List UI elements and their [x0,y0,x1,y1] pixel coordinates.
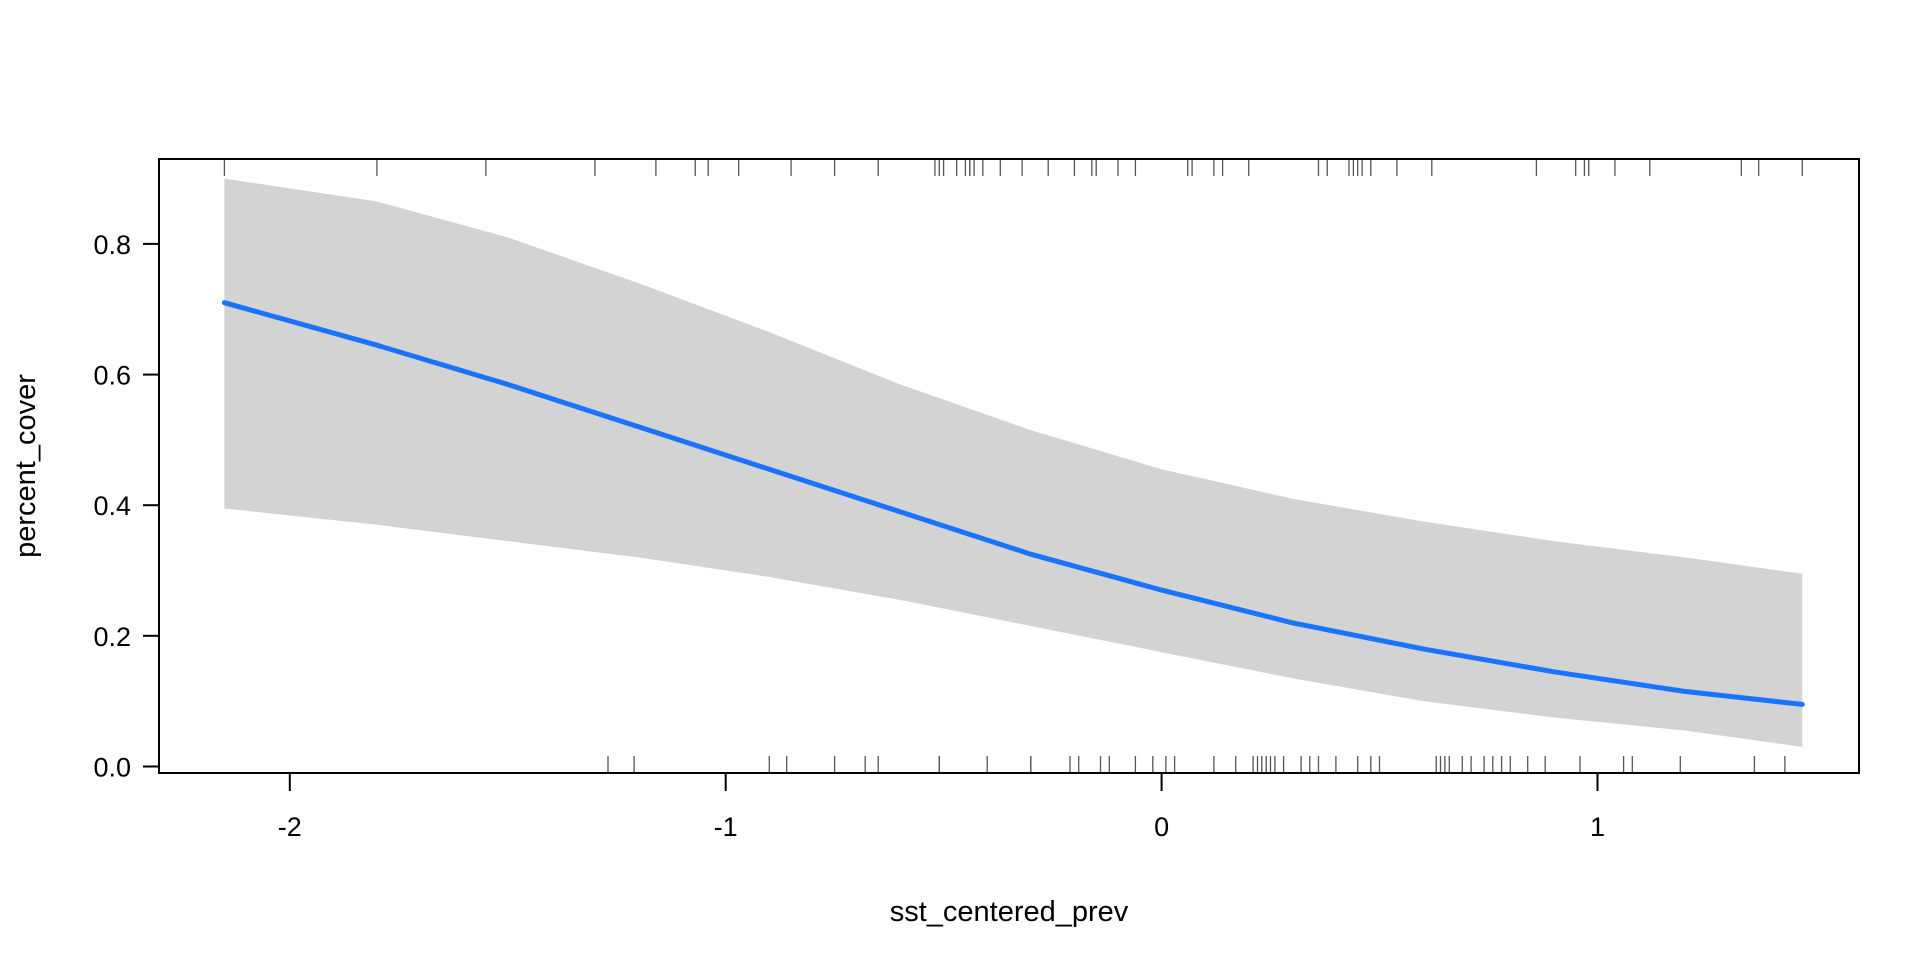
y-tick-label: 0.8 [93,230,131,260]
confidence-band-layer [224,178,1803,747]
plot-frame [158,158,1860,774]
x-axis: -2 -1 0 1 [278,773,1605,842]
y-axis: 0.0 0.2 0.4 0.6 0.8 [93,230,159,783]
y-axis-title: percent_cover [10,374,42,558]
x-axis-title: sst_centered_prev [890,896,1129,928]
y-tick-label: 0.6 [93,361,131,391]
fit-line [221,300,1805,707]
x-tick-label: 0 [1154,812,1169,842]
y-tick-label: 0.0 [93,753,131,783]
fit-line-layer [221,300,1805,707]
y-tick-label: 0.2 [93,622,131,652]
x-tick-label: 1 [1590,812,1605,842]
confidence-band [224,178,1803,747]
y-tick-label: 0.4 [93,491,131,521]
x-tick-label: -2 [278,812,302,842]
x-tick-label: -1 [714,812,738,842]
rug-layer [223,159,1803,773]
